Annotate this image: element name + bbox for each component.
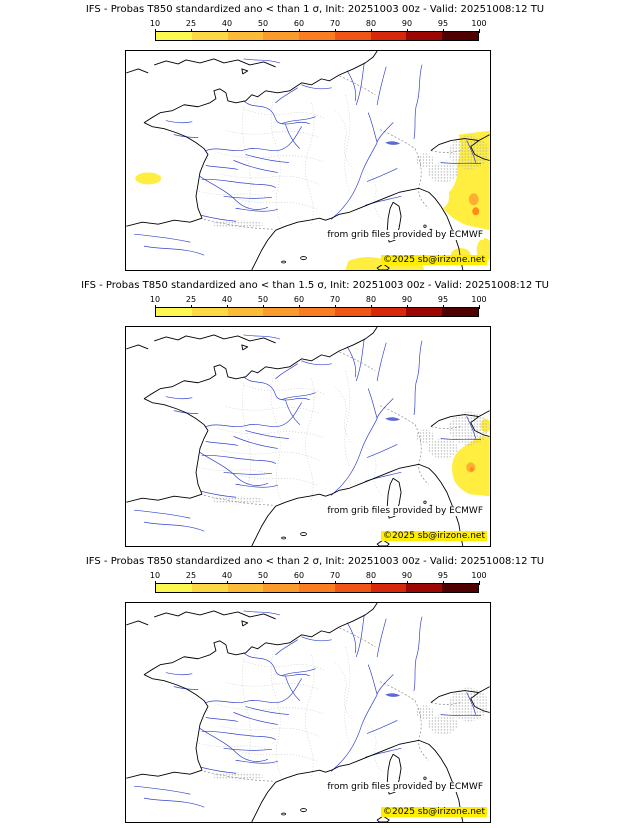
colorbar-segment: [227, 584, 264, 592]
copyright-badge: ©2025 sb@irizone.net: [381, 531, 487, 541]
colorbar-tick-label: 25: [185, 295, 197, 304]
map-frame: from grib files provided by ECMWF ©2025 …: [125, 50, 491, 271]
colorbar-tick-label: 60: [293, 571, 305, 580]
colorbar-tick-label: 100: [471, 295, 487, 304]
colorbar-tick-label: 60: [293, 19, 305, 28]
colorbar-tick-label: 10: [149, 571, 161, 580]
map-frame: from grib files provided by ECMWF ©2025 …: [125, 326, 491, 547]
panel-title: IFS - Probas T850 standardized ano < tha…: [85, 4, 545, 15]
colorbar-tick-label: 100: [471, 571, 487, 580]
colorbar-segment: [406, 308, 443, 316]
colorbar-segment: [334, 308, 371, 316]
colorbar-segment: [227, 308, 264, 316]
colorbar-segment: [156, 32, 192, 40]
colorbar-segment: [442, 32, 479, 40]
colorbar-tick-label: 95: [437, 19, 449, 28]
panel-title: IFS - Probas T850 standardized ano < tha…: [81, 280, 549, 291]
colorbar-tick-label: 50: [257, 571, 269, 580]
colorbar-segment: [156, 584, 192, 592]
colorbar-tick-mark: [479, 305, 480, 309]
ecmwf-attribution: from grib files provided by ECMWF: [326, 230, 484, 240]
colorbar-tick-row: 10 25 40 50 60 70 80 90 95 100: [150, 19, 487, 33]
colorbar-segment: [191, 308, 228, 316]
colorbar-tick-label: 90: [401, 571, 413, 580]
colorbar-segment: [191, 32, 228, 40]
colorbar: [155, 307, 479, 317]
colorbar-segment: [370, 32, 407, 40]
colorbar-tick-label: 70: [329, 295, 341, 304]
colorbar-tick-row: 10 25 40 50 60 70 80 90 95 100: [150, 571, 487, 585]
colorbar-segment: [334, 584, 371, 592]
colorbar-segment: [299, 308, 335, 316]
colorbar-tick-label: 95: [437, 295, 449, 304]
colorbar-tick-label: 10: [149, 19, 161, 28]
colorbar-segment: [263, 32, 300, 40]
colorbar-segment: [263, 308, 300, 316]
panel-sigma-2: IFS - Probas T850 standardized ano < tha…: [0, 552, 630, 828]
colorbar-tick-label: 80: [365, 571, 377, 580]
map-frame: from grib files provided by ECMWF ©2025 …: [125, 602, 491, 823]
colorbar-segment: [299, 32, 335, 40]
colorbar-tick-label: 90: [401, 19, 413, 28]
colorbar: [155, 583, 479, 593]
colorbar-segment: [191, 584, 228, 592]
colorbar-segment: [156, 308, 192, 316]
colorbar-tick-label: 25: [185, 19, 197, 28]
colorbar-segment: [442, 584, 479, 592]
colorbar-segment: [370, 308, 407, 316]
colorbar-segment: [334, 32, 371, 40]
colorbar-tick-label: 10: [149, 295, 161, 304]
colorbar-tick-label: 40: [221, 19, 233, 28]
copyright-badge: ©2025 sb@irizone.net: [381, 807, 487, 817]
colorbar-tick-label: 50: [257, 19, 269, 28]
colorbar-segment: [227, 32, 264, 40]
colorbar-tick-mark: [479, 581, 480, 585]
map-svg: [126, 327, 490, 546]
panel-sigma-1: IFS - Probas T850 standardized ano < tha…: [0, 0, 630, 276]
colorbar-tick-mark: [479, 29, 480, 33]
ecmwf-attribution: from grib files provided by ECMWF: [326, 506, 484, 516]
colorbar-segment: [299, 584, 335, 592]
colorbar-tick-label: 80: [365, 295, 377, 304]
colorbar-tick-label: 100: [471, 19, 487, 28]
colorbar: [155, 31, 479, 41]
colorbar-segment: [406, 32, 443, 40]
colorbar-tick-row: 10 25 40 50 60 70 80 90 95 100: [150, 295, 487, 309]
colorbar-segment: [406, 584, 443, 592]
colorbar-tick-label: 60: [293, 295, 305, 304]
colorbar-tick-label: 95: [437, 571, 449, 580]
colorbar-segment: [370, 584, 407, 592]
panel-sigma-1-5: IFS - Probas T850 standardized ano < tha…: [0, 276, 630, 552]
colorbar-tick-label: 50: [257, 295, 269, 304]
panel-title: IFS - Probas T850 standardized ano < tha…: [85, 556, 545, 567]
colorbar-segment: [263, 584, 300, 592]
colorbar-tick-label: 70: [329, 19, 341, 28]
colorbar-tick-label: 40: [221, 571, 233, 580]
colorbar-tick-label: 90: [401, 295, 413, 304]
colorbar-tick-label: 80: [365, 19, 377, 28]
copyright-badge: ©2025 sb@irizone.net: [381, 255, 487, 265]
ecmwf-attribution: from grib files provided by ECMWF: [326, 782, 484, 792]
colorbar-tick-label: 25: [185, 571, 197, 580]
colorbar-segment: [442, 308, 479, 316]
colorbar-tick-label: 40: [221, 295, 233, 304]
colorbar-tick-label: 70: [329, 571, 341, 580]
